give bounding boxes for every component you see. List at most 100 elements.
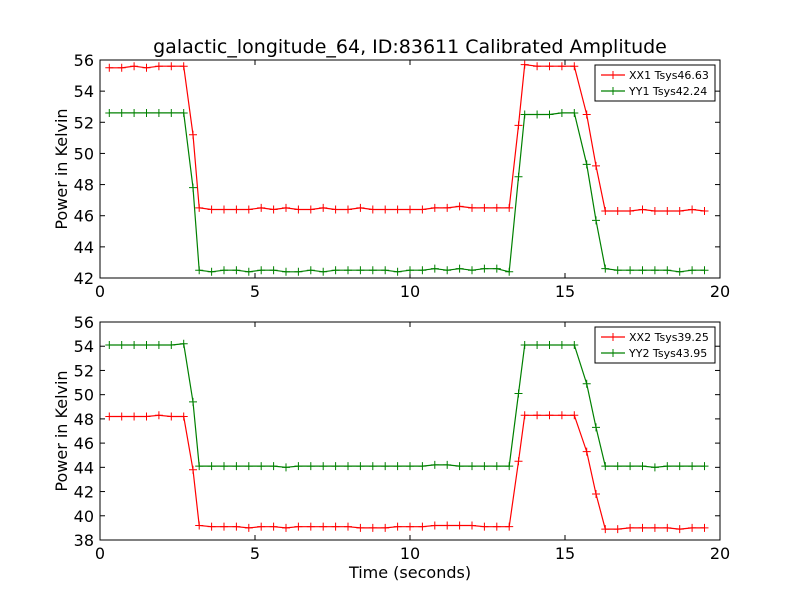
data-point bbox=[344, 266, 352, 275]
data-point bbox=[480, 203, 489, 212]
data-point bbox=[232, 266, 241, 275]
data-point bbox=[430, 521, 439, 530]
data-point bbox=[601, 207, 610, 216]
data-point bbox=[505, 267, 514, 276]
data-point bbox=[154, 62, 163, 71]
data-point bbox=[331, 522, 340, 531]
data-point bbox=[663, 523, 672, 532]
data-point bbox=[189, 397, 197, 406]
y-tick-label: 52 bbox=[74, 361, 94, 380]
data-point bbox=[306, 462, 315, 471]
data-point bbox=[545, 110, 554, 119]
data-point bbox=[142, 412, 151, 421]
data-point bbox=[368, 266, 377, 275]
data-point bbox=[195, 203, 204, 212]
data-point bbox=[142, 108, 151, 117]
data-point bbox=[533, 411, 542, 420]
data-point bbox=[356, 203, 365, 212]
data-point bbox=[331, 205, 340, 214]
data-point bbox=[492, 462, 501, 471]
data-point bbox=[406, 522, 414, 531]
data-point bbox=[269, 266, 278, 275]
data-point bbox=[189, 465, 197, 474]
data-point bbox=[663, 207, 672, 216]
data-point bbox=[582, 110, 591, 119]
x-tick-label: 0 bbox=[95, 282, 105, 301]
data-point bbox=[244, 267, 253, 276]
data-point bbox=[105, 63, 114, 72]
data-point bbox=[294, 267, 303, 276]
data-point bbox=[189, 183, 197, 192]
data-point bbox=[344, 462, 352, 471]
data-point bbox=[167, 62, 176, 71]
data-point bbox=[514, 457, 523, 466]
data-point bbox=[505, 462, 514, 471]
data-point bbox=[570, 411, 579, 420]
data-point bbox=[613, 207, 622, 216]
data-point bbox=[381, 266, 390, 275]
data-point bbox=[492, 264, 501, 273]
y-axis-label: Power in Kelvin bbox=[52, 108, 71, 229]
y-tick-label: 46 bbox=[74, 207, 94, 226]
x-tick-label: 5 bbox=[250, 282, 260, 301]
data-point bbox=[557, 62, 566, 71]
data-point bbox=[319, 462, 328, 471]
subplot-2: 0 5 10 15 20 38 40 42 44 46 48 50 52 54 56 Power in Kel… bbox=[52, 313, 730, 582]
data-point bbox=[663, 266, 672, 275]
data-point bbox=[130, 341, 139, 350]
data-point bbox=[344, 522, 352, 531]
x-tick-label: 15 bbox=[555, 282, 575, 301]
data-point bbox=[207, 205, 216, 214]
data-point bbox=[294, 462, 303, 471]
legend-label: XX1 Tsys46.63 bbox=[629, 69, 709, 82]
data-point bbox=[700, 207, 709, 216]
data-point bbox=[282, 463, 290, 472]
data-point bbox=[195, 266, 204, 275]
data-point bbox=[557, 411, 566, 420]
y-tick-label: 54 bbox=[74, 337, 94, 356]
data-point bbox=[582, 447, 591, 456]
data-point bbox=[368, 523, 377, 532]
data-point bbox=[533, 341, 542, 350]
data-point bbox=[306, 266, 315, 275]
data-point bbox=[663, 462, 672, 471]
series-1 bbox=[105, 60, 709, 216]
data-point bbox=[700, 523, 709, 532]
data-point bbox=[269, 462, 278, 471]
data-point bbox=[638, 205, 647, 214]
data-point bbox=[592, 489, 600, 498]
data-point bbox=[613, 462, 622, 471]
y-tick-label: 44 bbox=[74, 458, 94, 477]
data-point bbox=[189, 130, 197, 139]
y-tick-label: 42 bbox=[74, 483, 94, 502]
data-point bbox=[520, 60, 529, 69]
x-tick-label: 0 bbox=[95, 544, 105, 563]
data-point bbox=[257, 462, 266, 471]
data-point bbox=[455, 521, 464, 530]
data-point bbox=[443, 266, 452, 275]
series-2 bbox=[105, 108, 709, 276]
legend-marker bbox=[609, 333, 617, 341]
data-point bbox=[520, 341, 529, 350]
series-2 bbox=[105, 339, 709, 472]
data-point bbox=[130, 62, 139, 71]
data-point bbox=[443, 203, 452, 212]
data-point bbox=[356, 523, 365, 532]
data-point bbox=[105, 412, 114, 421]
legend: XX2 Tsys39.25 YY2 Tsys43.95 bbox=[594, 326, 716, 364]
data-point bbox=[533, 62, 542, 71]
data-point bbox=[592, 161, 600, 170]
y-tick-label: 46 bbox=[74, 434, 94, 453]
data-point bbox=[154, 108, 163, 117]
legend-box bbox=[594, 326, 716, 364]
legend-marker bbox=[609, 71, 617, 79]
legend-box bbox=[594, 64, 716, 102]
data-point bbox=[700, 462, 709, 471]
data-point bbox=[418, 522, 427, 531]
data-point bbox=[468, 521, 476, 530]
data-point bbox=[179, 108, 188, 117]
data-point bbox=[430, 460, 439, 469]
data-point bbox=[430, 264, 439, 273]
data-point bbox=[167, 341, 176, 350]
